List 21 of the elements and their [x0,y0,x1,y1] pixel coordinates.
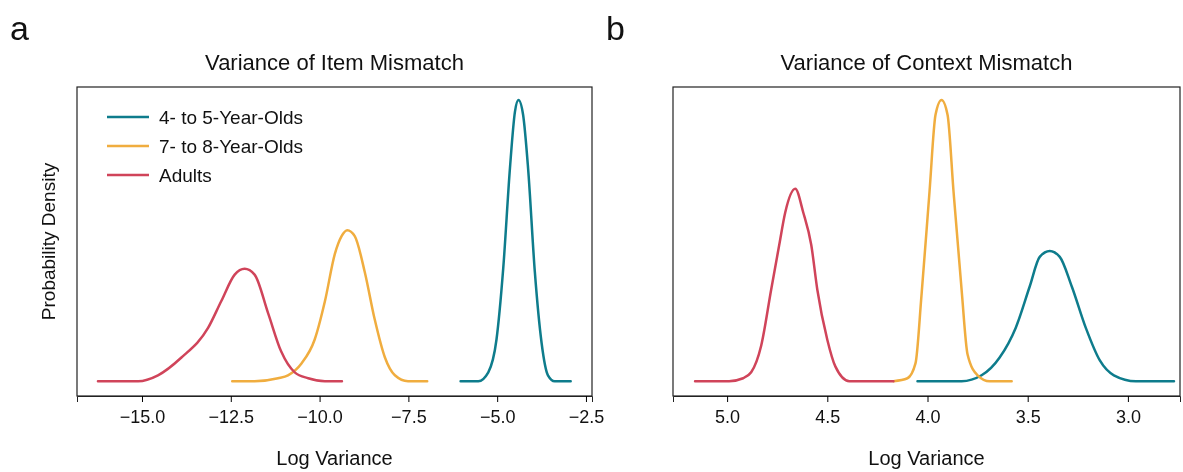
legend-label: 7- to 8-Year-Olds [159,136,303,157]
x-tick-label: 3.5 [1015,406,1041,427]
x-axis-title: Log Variance [276,447,393,469]
x-axis-title: Log Variance [868,447,985,469]
x-tick-label: 3.0 [1115,406,1141,427]
x-tick-label: 4.5 [815,406,841,427]
x-tick-label: −7.5 [391,406,427,427]
chart-title: Variance of Context Mismatch [780,50,1073,75]
x-tick-label: −2.5 [568,406,605,427]
x-tick-label: −15.0 [119,406,166,427]
x-tick-label: −5.0 [479,406,516,427]
text: b [606,9,625,47]
legend-label: 4- to 5-Year-Olds [159,107,303,128]
legend-label: Adults [159,165,212,186]
x-tick-label: −12.5 [208,406,255,427]
x-tick-label: 5.0 [715,406,741,427]
text: a [10,9,29,47]
chart-title: Variance of Item Mismatch [205,50,464,75]
y-axis-title: Probability Density [38,162,59,321]
x-tick-label: −10.0 [297,406,343,427]
x-tick-label: 4.0 [915,406,941,427]
